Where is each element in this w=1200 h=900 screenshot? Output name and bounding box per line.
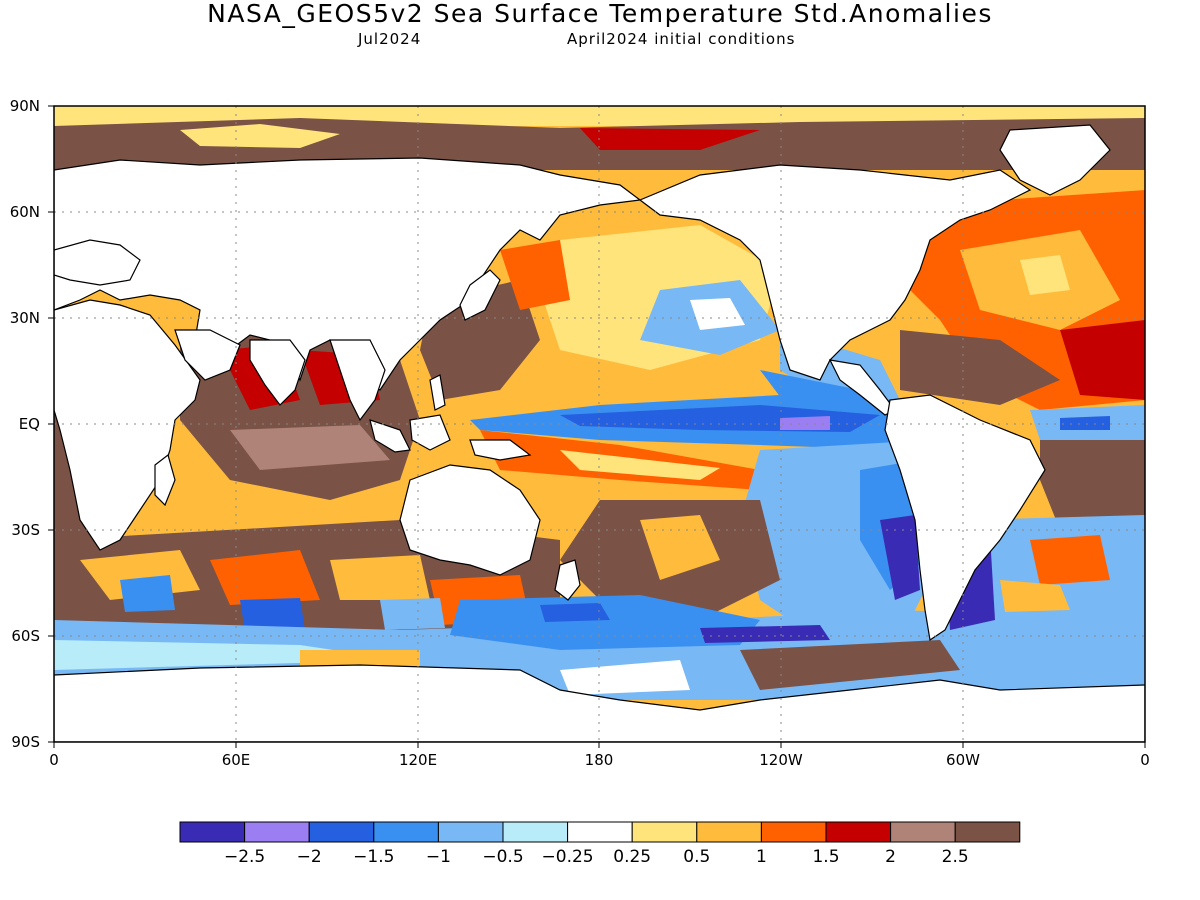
s-atl-orange xyxy=(1000,580,1070,612)
s-atl-brown xyxy=(1040,440,1145,530)
lon-label: 0 xyxy=(49,751,59,769)
npac-red-west xyxy=(500,240,570,310)
blob-b2 xyxy=(240,598,305,632)
colorbar-label: 0.25 xyxy=(613,847,651,867)
colorbar-swatch xyxy=(308,821,375,843)
lat-label: 90N xyxy=(10,97,40,115)
lat-label: 60N xyxy=(10,203,40,221)
land-masses xyxy=(54,124,1145,742)
greenland-land xyxy=(999,124,1111,196)
colorbar-label: −2 xyxy=(297,847,322,867)
lat-label: 90S xyxy=(11,733,40,751)
philippines-land xyxy=(429,374,446,411)
colorbar-swatch xyxy=(890,821,956,843)
indochina-land xyxy=(329,339,386,422)
anomaly-field xyxy=(54,106,1145,700)
lon-label: 120W xyxy=(759,751,803,769)
colorbar-label: 2 xyxy=(885,847,896,867)
colorbar-swatch xyxy=(954,821,1021,843)
lat-label: 30S xyxy=(11,521,40,539)
grid-lines xyxy=(54,106,1145,742)
colorbar-label: −2.5 xyxy=(224,847,265,867)
lon-label: 180 xyxy=(585,751,614,769)
lon-labels: 0 60E 120E 180 120W 60W 0 xyxy=(49,751,1150,769)
lon-label: 0 xyxy=(1140,751,1150,769)
japan-land xyxy=(459,269,501,321)
e-natl-red xyxy=(1060,320,1145,400)
map-area xyxy=(54,106,1145,742)
colorbar-label: 1.5 xyxy=(812,847,839,867)
arabia-land xyxy=(174,329,241,381)
so-deep-blue xyxy=(540,603,610,622)
blob-r1 xyxy=(210,550,320,605)
lon-label: 60E xyxy=(222,751,251,769)
colorbar-swatch xyxy=(696,821,762,843)
europe-land xyxy=(54,239,141,286)
colorbar-swatch xyxy=(760,821,827,843)
colorbar-label: 0.5 xyxy=(683,847,710,867)
lon-label: 60W xyxy=(946,751,980,769)
new-guinea-land xyxy=(469,439,532,461)
so-purple xyxy=(700,625,830,643)
colorbar-swatch xyxy=(825,821,892,843)
south-america-land xyxy=(884,394,1046,642)
initial-conditions: April2024 initial conditions xyxy=(567,30,796,48)
colorbar-swatch xyxy=(567,821,633,843)
lon-label: 120E xyxy=(399,751,437,769)
colorbar-label: 2.5 xyxy=(942,847,969,867)
eq-atl-deep xyxy=(1060,416,1110,430)
axis-ticks xyxy=(48,105,1146,748)
colorbar-label: −1.5 xyxy=(353,847,394,867)
indian-brownlight xyxy=(230,425,390,470)
blob-b1 xyxy=(120,575,175,612)
spcz-yellow xyxy=(560,450,720,480)
arctic-yellow xyxy=(180,124,340,148)
lat-label: 30N xyxy=(10,309,40,327)
colorbar: −2.5 −2 −1.5 −1 −0.5 −0.25 0.25 0.5 1 1.5 2 2.5 xyxy=(179,821,1021,867)
north-america-land xyxy=(638,164,1032,381)
colorbar-label: 1 xyxy=(756,847,767,867)
colorbar-label: −0.25 xyxy=(542,847,594,867)
colorbar-swatch xyxy=(437,821,504,843)
chile-purple xyxy=(880,515,920,600)
ross-brown xyxy=(740,640,960,690)
colorbar-swatch xyxy=(179,821,246,843)
india-land xyxy=(249,339,306,406)
natl-yellow xyxy=(1020,255,1070,295)
so-white xyxy=(560,660,690,695)
trop-natl-brown xyxy=(900,330,1060,405)
new-zealand-land xyxy=(554,559,581,601)
chart-title: NASA_GEOS5v2 Sea Surface Temperature Std… xyxy=(207,0,993,28)
antarctica-land xyxy=(54,664,1145,742)
colorbar-swatch xyxy=(244,821,310,843)
colorbar-label: −1 xyxy=(426,847,451,867)
colorbar-swatch xyxy=(502,821,569,843)
lat-label: EQ xyxy=(19,415,40,433)
colorbar-swatch xyxy=(631,821,698,843)
colorbar-label: −0.5 xyxy=(482,847,523,867)
s-atl-red xyxy=(1030,535,1110,585)
lat-labels: 90N 60N 30N EQ 30S 60S 90S xyxy=(10,97,40,751)
npac-white xyxy=(690,298,745,330)
blob-o2 xyxy=(330,555,430,600)
lat-label: 60S xyxy=(11,627,40,645)
blob-b3 xyxy=(380,598,445,630)
arctic-red xyxy=(580,128,760,150)
cold-tongue-purple xyxy=(780,416,830,430)
sw-pac-orange xyxy=(640,515,720,580)
australia-land xyxy=(399,464,541,576)
forecast-month: Jul2024 xyxy=(358,30,422,48)
sumatra-land xyxy=(369,419,411,453)
colorbar-swatch xyxy=(373,821,439,843)
madagascar-land xyxy=(154,453,176,507)
